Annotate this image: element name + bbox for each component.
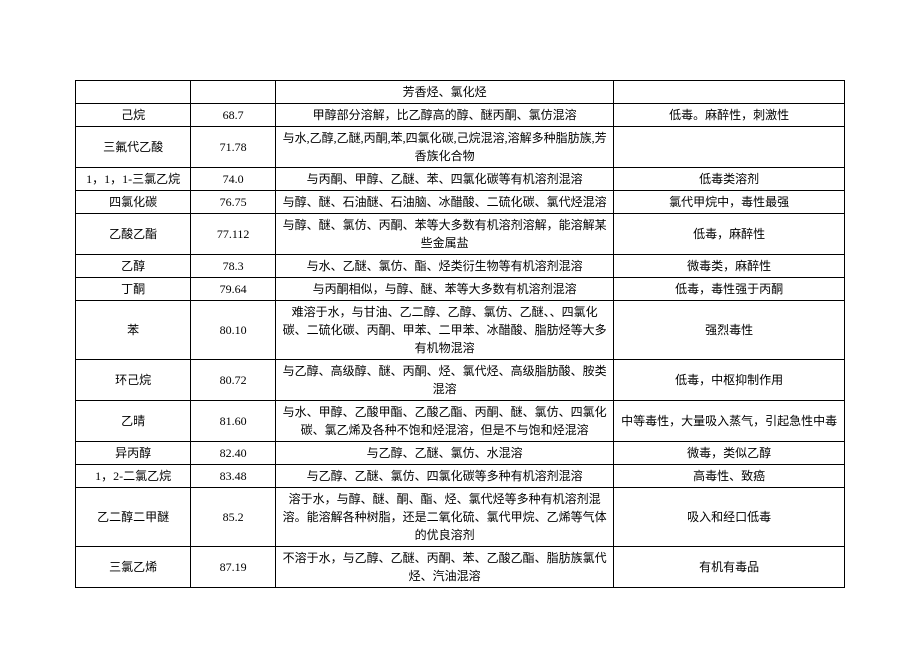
cell-bp: 81.60 <box>191 401 276 442</box>
cell-bp: 74.0 <box>191 168 276 191</box>
cell-sol: 难溶于水，与甘油、乙二醇、乙醇、氯仿、乙醚、、四氯化碳、二硫化碳、丙酮、甲苯、二… <box>275 301 613 360</box>
cell-sol: 与乙醇、高级醇、醚、丙酮、烃、氯代烃、高级脂肪酸、胺类混溶 <box>275 360 613 401</box>
cell-name <box>76 81 191 104</box>
cell-sol: 溶于水，与醇、醚、酮、酯、烃、氯代烃等多种有机溶剂混溶。能溶解各种树脂，还是二氧… <box>275 488 613 547</box>
table-row: 四氯化碳76.75与醇、醚、石油醚、石油脑、冰醋酸、二硫化碳、氯代烃混溶氯代甲烷… <box>76 191 845 214</box>
cell-sol: 与丙酮相似，与醇、醚、苯等大多数有机溶剂混溶 <box>275 278 613 301</box>
table-row: 乙二醇二甲醚85.2溶于水，与醇、醚、酮、酯、烃、氯代烃等多种有机溶剂混溶。能溶… <box>76 488 845 547</box>
cell-bp: 82.40 <box>191 442 276 465</box>
cell-sol: 与水,乙醇,乙醚,丙酮,苯,四氯化碳,己烷混溶,溶解多种脂肪族,芳香族化合物 <box>275 127 613 168</box>
cell-tox: 低毒。麻醉性，刺激性 <box>614 104 845 127</box>
cell-sol: 与乙醇、乙醚、氯仿、四氯化碳等多种有机溶剂混溶 <box>275 465 613 488</box>
cell-tox: 高毒性、致癌 <box>614 465 845 488</box>
cell-bp: 80.72 <box>191 360 276 401</box>
cell-name: 1，1，1-三氯乙烷 <box>76 168 191 191</box>
cell-bp: 71.78 <box>191 127 276 168</box>
table-row: 苯80.10难溶于水，与甘油、乙二醇、乙醇、氯仿、乙醚、、四氯化碳、二硫化碳、丙… <box>76 301 845 360</box>
cell-sol: 不溶于水，与乙醇、乙醚、丙酮、苯、乙酸乙酯、脂肪族氯代烃、汽油混溶 <box>275 547 613 588</box>
table-row: 己烷68.7甲醇部分溶解，比乙醇高的醇、醚丙酮、氯仿混溶低毒。麻醉性，刺激性 <box>76 104 845 127</box>
cell-name: 三氯乙烯 <box>76 547 191 588</box>
cell-bp: 87.19 <box>191 547 276 588</box>
table-row: 环己烷80.72与乙醇、高级醇、醚、丙酮、烃、氯代烃、高级脂肪酸、胺类混溶低毒，… <box>76 360 845 401</box>
cell-tox: 有机有毒品 <box>614 547 845 588</box>
table-row: 乙酸乙酯77.112与醇、醚、氯仿、丙酮、苯等大多数有机溶剂溶解，能溶解某些金属… <box>76 214 845 255</box>
cell-tox <box>614 127 845 168</box>
cell-tox: 强烈毒性 <box>614 301 845 360</box>
cell-sol: 与水、甲醇、乙酸甲酯、乙酸乙酯、丙酮、醚、氯仿、四氯化碳、氯乙烯及各种不饱和烃混… <box>275 401 613 442</box>
table-row: 芳香烃、氯化烃 <box>76 81 845 104</box>
cell-name: 乙晴 <box>76 401 191 442</box>
cell-bp: 77.112 <box>191 214 276 255</box>
cell-sol: 与醇、醚、氯仿、丙酮、苯等大多数有机溶剂溶解，能溶解某些金属盐 <box>275 214 613 255</box>
cell-bp <box>191 81 276 104</box>
cell-sol: 与水、乙醚、氯仿、酯、烃类衍生物等有机溶剂混溶 <box>275 255 613 278</box>
cell-name: 三氟代乙酸 <box>76 127 191 168</box>
cell-name: 己烷 <box>76 104 191 127</box>
cell-bp: 68.7 <box>191 104 276 127</box>
cell-tox: 中等毒性，大量吸入蒸气，引起急性中毒 <box>614 401 845 442</box>
cell-sol: 甲醇部分溶解，比乙醇高的醇、醚丙酮、氯仿混溶 <box>275 104 613 127</box>
cell-tox <box>614 81 845 104</box>
cell-name: 异丙醇 <box>76 442 191 465</box>
cell-name: 苯 <box>76 301 191 360</box>
table-row: 1，2-二氯乙烷83.48与乙醇、乙醚、氯仿、四氯化碳等多种有机溶剂混溶高毒性、… <box>76 465 845 488</box>
cell-tox: 低毒，中枢抑制作用 <box>614 360 845 401</box>
cell-tox: 低毒类溶剂 <box>614 168 845 191</box>
cell-name: 乙酸乙酯 <box>76 214 191 255</box>
cell-name: 四氯化碳 <box>76 191 191 214</box>
cell-bp: 85.2 <box>191 488 276 547</box>
cell-bp: 79.64 <box>191 278 276 301</box>
table-row: 丁酮79.64与丙酮相似，与醇、醚、苯等大多数有机溶剂混溶低毒，毒性强于丙酮 <box>76 278 845 301</box>
cell-tox: 微毒，类似乙醇 <box>614 442 845 465</box>
cell-bp: 80.10 <box>191 301 276 360</box>
cell-tox: 低毒，毒性强于丙酮 <box>614 278 845 301</box>
cell-name: 乙二醇二甲醚 <box>76 488 191 547</box>
table-row: 三氟代乙酸71.78与水,乙醇,乙醚,丙酮,苯,四氯化碳,己烷混溶,溶解多种脂肪… <box>76 127 845 168</box>
table-row: 三氯乙烯87.19不溶于水，与乙醇、乙醚、丙酮、苯、乙酸乙酯、脂肪族氯代烃、汽油… <box>76 547 845 588</box>
table-row: 乙晴81.60与水、甲醇、乙酸甲酯、乙酸乙酯、丙酮、醚、氯仿、四氯化碳、氯乙烯及… <box>76 401 845 442</box>
cell-name: 丁酮 <box>76 278 191 301</box>
cell-name: 1，2-二氯乙烷 <box>76 465 191 488</box>
cell-sol: 与乙醇、乙醚、氯仿、水混溶 <box>275 442 613 465</box>
cell-bp: 76.75 <box>191 191 276 214</box>
table-row: 异丙醇82.40与乙醇、乙醚、氯仿、水混溶微毒，类似乙醇 <box>76 442 845 465</box>
table-row: 1，1，1-三氯乙烷74.0与丙酮、甲醇、乙醚、苯、四氯化碳等有机溶剂混溶低毒类… <box>76 168 845 191</box>
cell-tox: 微毒类，麻醉性 <box>614 255 845 278</box>
cell-tox: 低毒，麻醉性 <box>614 214 845 255</box>
table-body: 芳香烃、氯化烃己烷68.7甲醇部分溶解，比乙醇高的醇、醚丙酮、氯仿混溶低毒。麻醉… <box>76 81 845 588</box>
cell-tox: 吸入和经口低毒 <box>614 488 845 547</box>
cell-name: 环己烷 <box>76 360 191 401</box>
cell-sol: 与醇、醚、石油醚、石油脑、冰醋酸、二硫化碳、氯代烃混溶 <box>275 191 613 214</box>
cell-bp: 83.48 <box>191 465 276 488</box>
cell-tox: 氯代甲烷中，毒性最强 <box>614 191 845 214</box>
cell-name: 乙醇 <box>76 255 191 278</box>
cell-sol: 与丙酮、甲醇、乙醚、苯、四氯化碳等有机溶剂混溶 <box>275 168 613 191</box>
table-row: 乙醇78.3与水、乙醚、氯仿、酯、烃类衍生物等有机溶剂混溶微毒类，麻醉性 <box>76 255 845 278</box>
cell-sol: 芳香烃、氯化烃 <box>275 81 613 104</box>
cell-bp: 78.3 <box>191 255 276 278</box>
solvent-table: 芳香烃、氯化烃己烷68.7甲醇部分溶解，比乙醇高的醇、醚丙酮、氯仿混溶低毒。麻醉… <box>75 80 845 588</box>
